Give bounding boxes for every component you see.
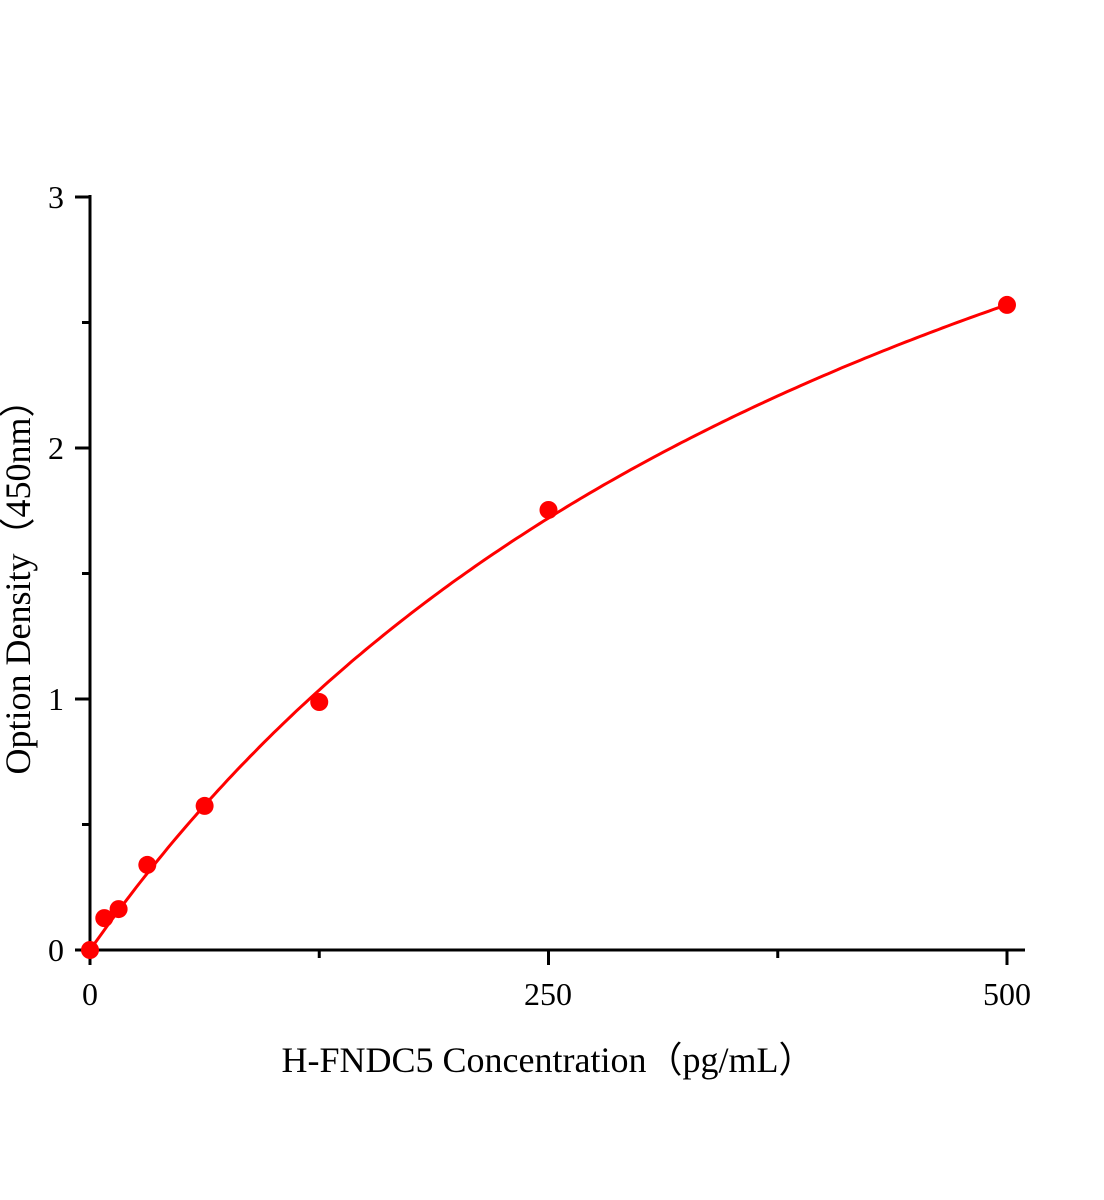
data-point	[138, 855, 157, 874]
x-tick-label: 250	[524, 976, 572, 1012]
data-point	[109, 900, 128, 919]
axes	[88, 195, 1025, 952]
y-tick-label: 0	[48, 932, 64, 968]
x-tick-label: 500	[983, 976, 1031, 1012]
data-point	[539, 500, 558, 519]
y-axis-label: Option Density（450nm）	[0, 382, 38, 775]
x-tick-label: 0	[82, 976, 98, 1012]
fit-curve	[88, 303, 1008, 951]
y-tick-label: 1	[48, 681, 64, 717]
x-axis-label: H-FNDC5 Concentration（pg/mL）	[282, 1040, 815, 1080]
ticks	[75, 195, 1009, 965]
y-tick-label: 3	[48, 179, 64, 215]
y-tick-label: 2	[48, 430, 64, 466]
data-point	[310, 693, 329, 712]
data-point	[81, 941, 99, 959]
data-points	[81, 295, 1016, 959]
data-point	[998, 295, 1016, 314]
data-point	[95, 909, 114, 928]
data-point	[195, 796, 214, 815]
